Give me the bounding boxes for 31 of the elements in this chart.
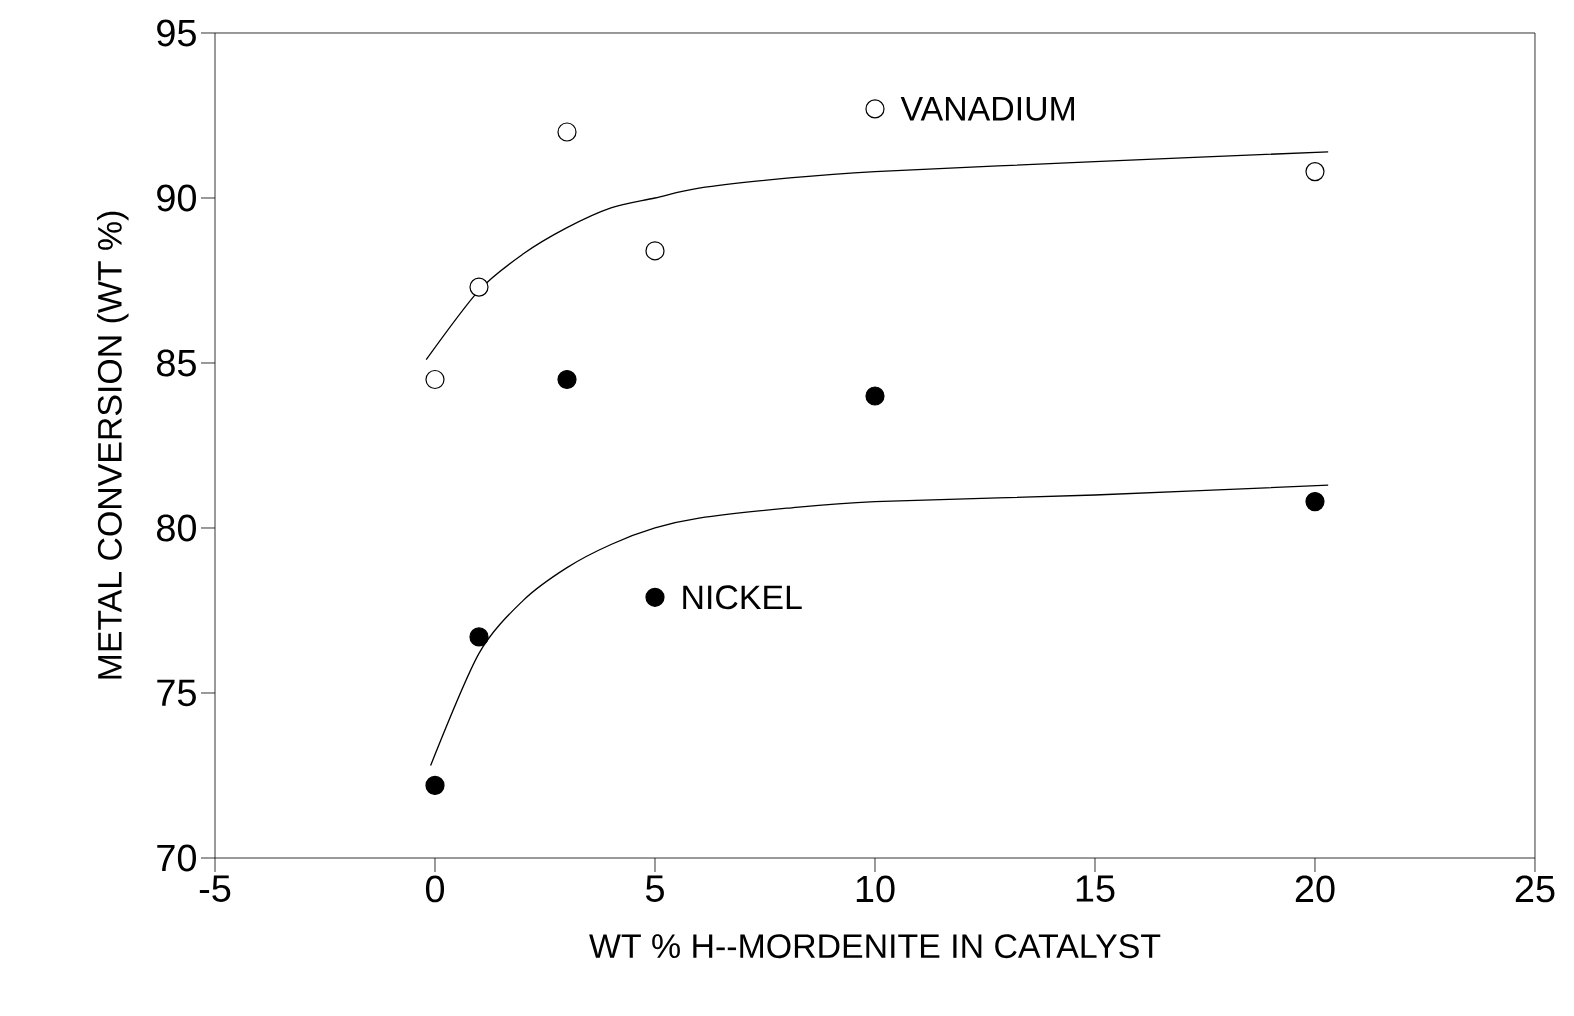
x-tick-label: 0 [425, 875, 445, 903]
point [425, 369, 445, 390]
line-series [429, 484, 1329, 767]
x-axis-title: WT % H--MORDENITE IN CATALYST [589, 934, 1161, 959]
y-axis-title: METAL CONVERSION (WT %) [96, 211, 129, 679]
y-tick-label: 95 [157, 19, 196, 47]
x-tick-label: 5 [645, 875, 664, 902]
point [645, 241, 665, 261]
point [865, 386, 885, 406]
point [557, 122, 577, 142]
y-tick-label: 80 [157, 514, 196, 542]
point [557, 369, 577, 390]
x-tick-label: 15 [1076, 875, 1115, 902]
y-tick-label: 75 [157, 679, 196, 707]
line-series [425, 151, 1329, 361]
x-tick-label: 10 [856, 875, 895, 903]
point [1305, 161, 1325, 182]
y-tick-label: 90 [157, 184, 196, 212]
y-tick-label: 85 [157, 349, 196, 377]
point [425, 775, 445, 795]
y-tick-label: 70 [157, 844, 196, 872]
point [1305, 491, 1325, 512]
series-label: NICKEL [683, 585, 802, 610]
point [645, 587, 665, 607]
x-tick-label: -5 [199, 875, 231, 902]
series-label: VANADIUM [900, 97, 1074, 121]
point [469, 277, 489, 297]
point [469, 627, 489, 647]
x-tick-label: 25 [1515, 875, 1555, 903]
x-tick-label: 20 [1295, 875, 1335, 903]
point [865, 99, 885, 119]
